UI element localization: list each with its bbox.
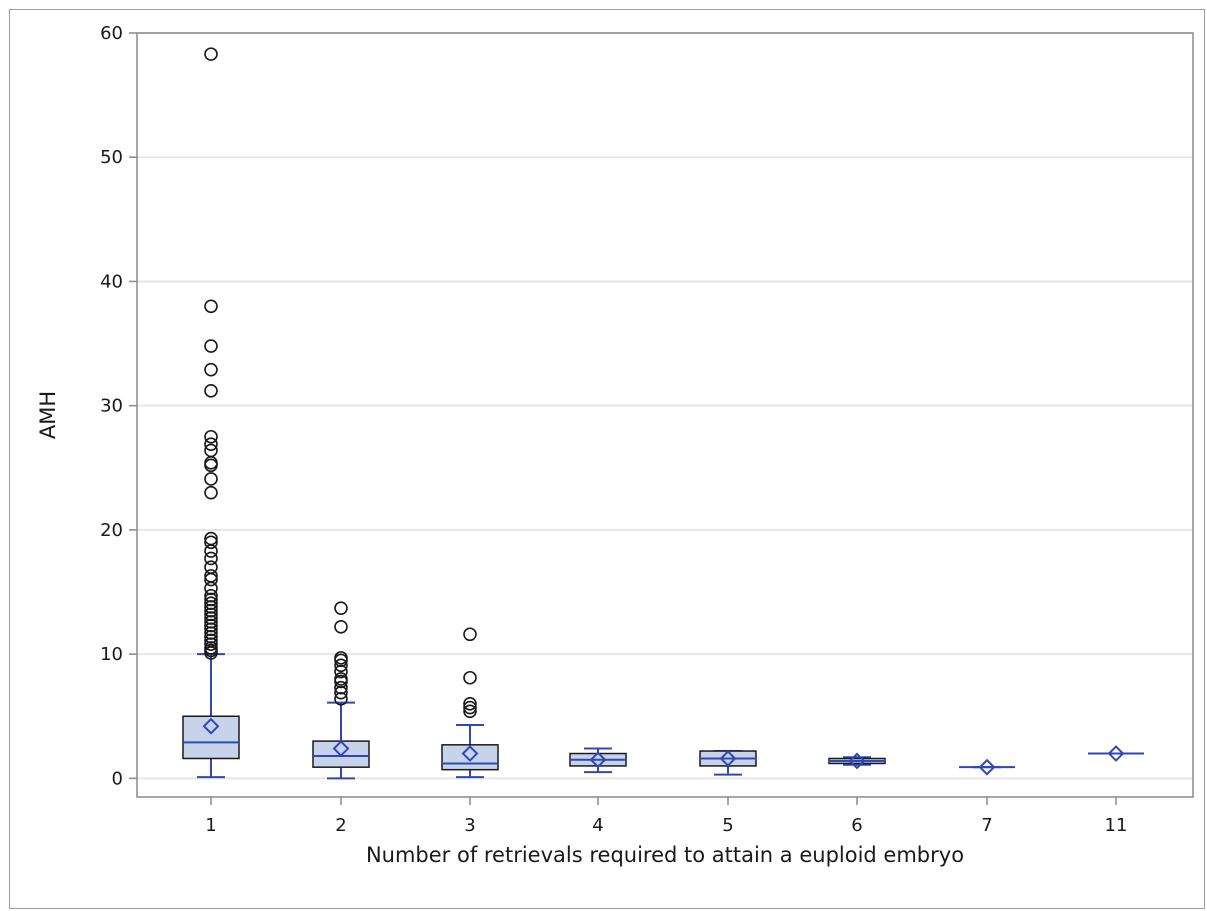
iqr-box — [182, 715, 240, 760]
box-group-4 — [569, 747, 627, 774]
box-group-2 — [312, 601, 370, 780]
y-axis-title: AMH — [36, 391, 60, 439]
box-group-11 — [1088, 745, 1144, 762]
mean-marker — [461, 745, 479, 762]
iqr-box — [441, 744, 499, 771]
outlier-point — [463, 697, 477, 711]
x-tick-label: 5 — [722, 815, 733, 836]
outlier-point — [463, 670, 477, 685]
outlier-point — [463, 704, 477, 719]
outlier-point — [204, 485, 218, 500]
outlier-point — [204, 641, 218, 655]
mean-marker — [202, 717, 220, 735]
outlier-point — [204, 443, 218, 458]
y-tick-label: 60 — [100, 23, 123, 44]
box-group-6 — [828, 752, 886, 770]
mean-marker — [719, 750, 737, 767]
x-tick-label: 7 — [981, 815, 992, 836]
outlier-point — [204, 607, 218, 622]
outlier-point — [204, 629, 218, 644]
plot-marks — [182, 47, 1144, 780]
outlier-point — [204, 633, 218, 648]
y-tick-label: 0 — [112, 768, 123, 789]
mean-marker — [589, 751, 607, 769]
box-group-3 — [441, 627, 499, 779]
mean-marker — [1107, 745, 1125, 762]
outlier-point — [204, 626, 218, 640]
axes: 0 10 20 30 40 50 60 1 2 3 4 5 6 7 11 — [100, 23, 1127, 836]
x-tick-label: 4 — [592, 815, 603, 836]
outlier-point — [334, 692, 348, 706]
mean-marker — [978, 758, 996, 776]
x-tick-label: 3 — [464, 815, 475, 836]
outlier-point — [204, 339, 218, 353]
box-group-1 — [182, 47, 240, 779]
outlier-point — [204, 592, 218, 607]
y-tick-label: 10 — [100, 644, 123, 665]
outlier-point — [334, 658, 348, 673]
outlier-point — [463, 700, 477, 715]
outlier-point — [204, 600, 218, 614]
box-group-5 — [699, 750, 757, 776]
outlier-point — [334, 601, 348, 615]
y-tick-label: 20 — [100, 520, 123, 541]
outlier-point — [204, 472, 218, 486]
x-tick-label: 11 — [1105, 815, 1128, 836]
outlier-point — [204, 615, 218, 629]
outlier-point — [204, 531, 218, 546]
outlier-point — [334, 680, 348, 695]
outlier-point — [334, 620, 348, 634]
y-tick-label: 30 — [100, 396, 123, 417]
outlier-point — [463, 627, 477, 642]
outlier-point — [204, 437, 218, 451]
x-tick-label: 6 — [851, 815, 862, 836]
outlier-point — [204, 551, 218, 566]
outlier-point — [204, 611, 218, 625]
y-tick-label: 50 — [100, 147, 123, 168]
outlier-point — [204, 383, 218, 398]
outlier-point — [334, 685, 348, 700]
x-axis-title: Number of retrievals required to attain … — [366, 843, 964, 867]
outlier-point — [334, 651, 348, 665]
outlier-point — [204, 596, 218, 611]
outlier-point — [334, 672, 348, 686]
outlier-point — [204, 588, 218, 603]
mean-marker — [848, 752, 866, 770]
outlier-point — [204, 429, 218, 444]
outlier-point — [204, 637, 218, 652]
mean-marker — [332, 740, 350, 757]
plot-area-border — [136, 32, 1194, 798]
outlier-point — [334, 664, 348, 679]
x-tick-label: 1 — [205, 815, 216, 836]
x-tick-label: 2 — [335, 815, 346, 836]
y-tick-label: 40 — [100, 271, 123, 292]
outlier-point — [204, 569, 218, 583]
gridlines — [137, 32, 1193, 780]
outlier-point — [204, 299, 218, 314]
outlier-point — [204, 622, 218, 637]
outlier-point — [204, 47, 218, 61]
outlier-point — [204, 362, 218, 377]
outlier-point — [204, 535, 218, 550]
outlier-point — [204, 618, 218, 633]
box-group-7 — [959, 758, 1015, 776]
outlier-point — [204, 603, 218, 618]
outlier-point — [204, 560, 218, 574]
